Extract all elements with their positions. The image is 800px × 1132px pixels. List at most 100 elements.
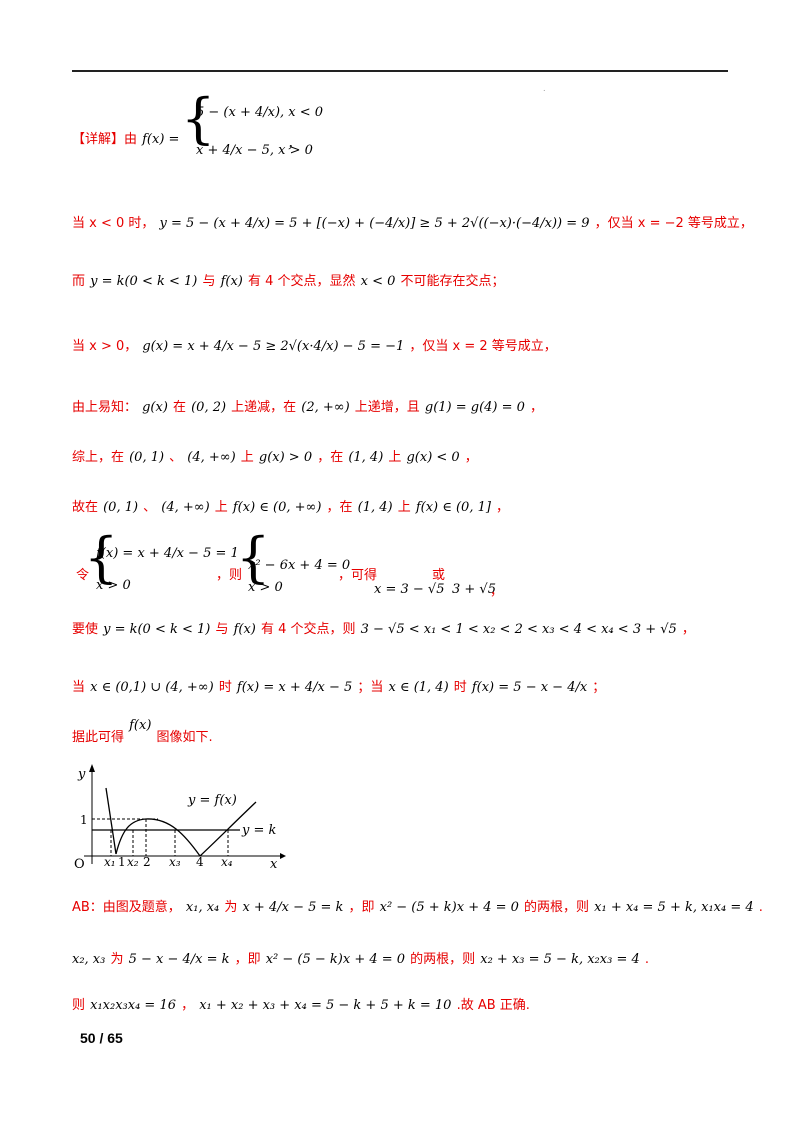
l10-p5: ； — [592, 680, 606, 695]
l11-m1: f(x) — [129, 718, 152, 733]
tick-x3: x₃ — [169, 855, 181, 869]
l13-p2: ，即 — [234, 952, 261, 967]
l6-m1: (0, 1) — [129, 450, 165, 465]
l5-p1: 由上易知： — [72, 400, 138, 415]
l5-m1: g(x) — [142, 400, 168, 415]
l10-p4: 时 — [453, 680, 467, 695]
l7-m5: f(x) ∈ (0, 1] — [415, 500, 491, 515]
l7-p2: 、 — [143, 500, 157, 515]
l2-prefix: 当 x < 0 时， — [72, 216, 155, 231]
l3-p1: 而 — [72, 274, 86, 289]
l3-p3: 有 4 个交点，显然 — [247, 274, 356, 289]
l10-m3: x ∈ (1, 4) — [388, 680, 449, 695]
l12-m3: x² − (5 + k)x + 4 = 0 — [379, 900, 519, 915]
l11-p2: 图像如下. — [156, 730, 213, 745]
l8-sys1b: x > 0 — [96, 578, 131, 593]
line-3: 而 y = k(0 < k < 1) 与 f(x) 有 4 个交点，显然 x <… — [72, 270, 504, 289]
l3-m1: y = k(0 < k < 1) — [90, 274, 198, 289]
curve-left — [105, 787, 117, 855]
l5-m2: (0, 2) — [191, 400, 227, 415]
l13-m3: x² − (5 − k)x + 4 = 0 — [265, 952, 406, 967]
l2-expr: y = 5 − (x + 4/x) = 5 + [(−x) + (−4/x)] … — [159, 216, 590, 231]
l4-suffix: ，仅当 x = 2 等号成立， — [409, 339, 557, 354]
tick-x4: x₄ — [221, 855, 233, 869]
l14-m1: x₁x₂x₃x₄ = 16 — [90, 998, 176, 1013]
tick-x1: x₁ — [104, 855, 116, 869]
l8-sol2: 3 + √5 — [452, 582, 496, 597]
l3-m2: f(x) — [220, 274, 243, 289]
l13-p4: . — [644, 952, 649, 967]
l4-expr: g(x) = x + 4/x − 5 ≥ 2√(x·4/x) − 5 = −1 — [142, 339, 405, 354]
l6-p5: 上 — [388, 450, 402, 465]
brace-1: { — [181, 87, 216, 150]
l5-p3: 上递减，在 — [231, 400, 297, 415]
tick-2: 2 — [143, 855, 151, 869]
case-2: x + 4/x − 5, x > 0 — [196, 143, 313, 158]
x-axis-arrow — [280, 853, 286, 859]
l9-p2: 与 — [215, 622, 229, 637]
l13-m1: x₂, x₃ — [72, 952, 106, 967]
l10-p2: 时 — [218, 680, 232, 695]
l3-p2: 与 — [202, 274, 216, 289]
tick-1: 1 — [118, 855, 126, 869]
l10-p1: 当 — [72, 680, 86, 695]
line-1: 【详解】由 f(x) = — [72, 128, 179, 147]
l7-m4: (1, 4) — [357, 500, 393, 515]
l8-p2: ，则 — [216, 568, 243, 583]
l14-p1: 则 — [72, 998, 86, 1013]
detail-label: 【详解】由 — [72, 132, 138, 147]
l8-sys2a: x² − 6x + 4 = 0 — [248, 558, 351, 573]
line-13: x₂, x₃ 为 5 − x − 4/x = k ，即 x² − (5 − k)… — [72, 948, 649, 967]
l13-m4: x₂ + x₃ = 5 − k, x₂x₃ = 4 — [480, 952, 640, 967]
l13-p1: 为 — [110, 952, 124, 967]
y-axis-label: y — [77, 767, 86, 782]
line-12: AB：由图及题意， x₁, x₄ 为 x + 4/x − 5 = k ，即 x²… — [72, 896, 763, 915]
l7-p3: 上 — [214, 500, 228, 515]
speck: . — [543, 84, 546, 93]
one-label: 1 — [80, 813, 88, 827]
line-4: 当 x > 0， g(x) = x + 4/x − 5 ≥ 2√(x·4/x) … — [72, 335, 557, 354]
tick-4: 4 — [196, 855, 204, 869]
l9-m3: 3 − √5 < x₁ < 1 < x₂ < 2 < x₃ < 4 < x₄ <… — [360, 622, 677, 637]
l5-p2: 在 — [173, 400, 187, 415]
l5-m3: (2, +∞) — [301, 400, 350, 415]
l7-m2: (4, +∞) — [161, 500, 210, 515]
l12-p2: 为 — [224, 900, 238, 915]
fx-label: y = f(x) — [187, 793, 237, 808]
l9-p4: ， — [681, 622, 695, 637]
curve-right — [199, 801, 257, 857]
l7-p1: 故在 — [72, 500, 99, 515]
l8-sol1: x = 3 − √5 — [374, 582, 445, 597]
l9-m2: f(x) — [233, 622, 256, 637]
l13-p3: 的两根，则 — [410, 952, 476, 967]
line-2: 当 x < 0 时， y = 5 − (x + 4/x) = 5 + [(−x)… — [72, 212, 753, 231]
l12-p1: AB：由图及题意， — [72, 900, 181, 915]
l10-p3: ；当 — [357, 680, 384, 695]
curve-middle — [115, 818, 201, 857]
l7-p5: 上 — [397, 500, 411, 515]
comma-1: ， — [287, 137, 301, 152]
k-label: y = k — [241, 823, 277, 838]
l5-m4: g(1) = g(4) = 0 — [424, 400, 525, 415]
l8-p4: 或 — [432, 568, 446, 583]
page-number: 50 / 65 — [80, 1030, 123, 1046]
l8-p5: ， — [490, 584, 504, 599]
l9-m1: y = k(0 < k < 1) — [103, 622, 211, 637]
l8-sys1a: f(x) = x + 4/x − 5 = 1 — [96, 546, 239, 561]
l14-p2: ， — [181, 998, 195, 1013]
l12-p5: . — [758, 900, 763, 915]
l6-p6: ， — [464, 450, 478, 465]
line-11: 据此可得 f(x) 图像如下. — [72, 718, 213, 745]
l14-m2: x₁ + x₂ + x₃ + x₄ = 5 − k + 5 + k = 10 — [199, 998, 452, 1013]
l3-p4: 不可能存在交点； — [400, 274, 505, 289]
l5-p4: 上递增，且 — [354, 400, 420, 415]
line-14: 则 x₁x₂x₃x₄ = 16 ， x₁ + x₂ + x₃ + x₄ = 5 … — [72, 994, 530, 1013]
l6-p4: ，在 — [317, 450, 344, 465]
l8-p3: ，可得 — [338, 568, 378, 583]
line-6: 综上，在 (0, 1) 、 (4, +∞) 上 g(x) > 0 ，在 (1, … — [72, 446, 478, 465]
l10-m4: f(x) = 5 − x − 4/x — [471, 680, 588, 695]
l6-p3: 上 — [240, 450, 254, 465]
l12-p4: 的两根，则 — [524, 900, 590, 915]
page-sep: / — [99, 1030, 104, 1046]
l10-m1: x ∈ (0,1) ∪ (4, +∞) — [90, 680, 214, 695]
